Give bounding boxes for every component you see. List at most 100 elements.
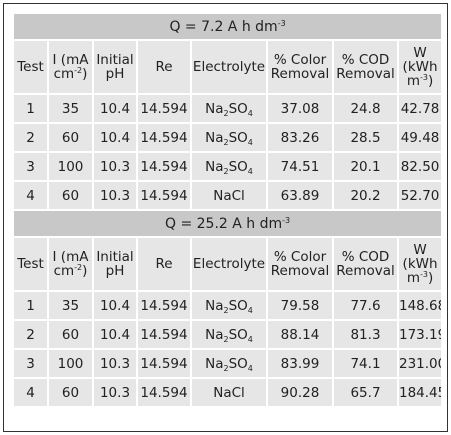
cell-current: 60 — [61, 187, 80, 204]
section-title: Q = 7.2 A h dm-3 — [14, 14, 442, 39]
cell-electrolyte-sub2: 4 — [247, 363, 253, 373]
cell-electrolyte-mid: SO — [228, 297, 248, 314]
cell-electrolyte: NaCl — [213, 384, 245, 401]
header-cell: W (kWh m-3) — [399, 41, 442, 93]
header-cod-removal: % COD Removal — [336, 249, 395, 279]
cell-electrolyte-mid: SO — [228, 355, 248, 372]
cell-current: 60 — [61, 129, 80, 146]
cell-w: 184.45 — [399, 384, 441, 401]
header-cell: % COD Removal — [334, 238, 397, 290]
table-cell: 20.1 — [334, 153, 397, 180]
header-cell: % COD Removal — [334, 41, 397, 93]
cell-color-removal: 83.99 — [280, 355, 320, 372]
header-w-close: ) — [427, 73, 434, 89]
cell-cod-removal: 20.2 — [350, 187, 381, 204]
table-cell: 14.594 — [138, 182, 190, 209]
cell-color-removal: 90.28 — [280, 384, 320, 401]
cell-initial-ph: 10.4 — [99, 129, 131, 146]
cell-electrolyte-sub1: 2 — [223, 363, 229, 373]
header-w: W (kWh m — [402, 242, 438, 286]
table-cell: 24.8 — [334, 95, 397, 122]
header-cell: Electrolyte — [192, 41, 266, 93]
cell-electrolyte-sub1: 2 — [223, 137, 229, 147]
cell-re: 14.594 — [140, 100, 188, 117]
cell-electrolyte-sub2: 4 — [247, 137, 253, 147]
cell-electrolyte-sub1: 2 — [223, 334, 229, 344]
cell-electrolyte-sub1: 2 — [223, 166, 229, 176]
header-test: Test — [17, 256, 44, 272]
cell-initial-ph: 10.4 — [99, 297, 131, 314]
table-cell: 14.594 — [138, 321, 190, 348]
table-cell: 90.28 — [268, 379, 332, 406]
cell-w: 52.70 — [400, 187, 440, 204]
table-cell: 4 — [14, 379, 47, 406]
cell-current: 100 — [57, 355, 84, 372]
table-cell: 100 — [49, 350, 92, 377]
table-cell: 35 — [49, 95, 92, 122]
cell-w: 82.50 — [400, 158, 440, 175]
table-cell: 14.594 — [138, 95, 190, 122]
table-cell: 82.50 — [399, 153, 442, 180]
cell-initial-ph: 10.3 — [99, 355, 131, 372]
cell-electrolyte-sub2: 4 — [247, 108, 253, 118]
table-cell: 10.3 — [94, 379, 136, 406]
cell-electrolyte-sub2: 4 — [247, 166, 253, 176]
cell-color-removal: 83.26 — [280, 129, 320, 146]
cell-initial-ph: 10.3 — [99, 158, 131, 175]
header-electrolyte: Electrolyte — [192, 59, 266, 75]
cell-w: 49.48 — [400, 129, 440, 146]
cell-electrolyte: Na — [205, 355, 224, 372]
table-cell: 231.00 — [399, 350, 442, 377]
section-title-row: Q = 25.2 A h dm-3 — [14, 211, 442, 236]
cell-test: 4 — [26, 384, 35, 401]
header-cell: Initial pH — [94, 238, 136, 290]
table-cell: Na2SO4 — [192, 321, 266, 348]
table-row: 1 35 10.4 14.594 Na2SO4 37.08 24.8 42.78 — [14, 95, 442, 122]
cell-test: 4 — [26, 187, 35, 204]
cell-re: 14.594 — [140, 384, 188, 401]
cell-cod-removal: 20.1 — [350, 158, 381, 175]
table-cell: 10.3 — [94, 350, 136, 377]
table-cell: 35 — [49, 292, 92, 319]
cell-w: 42.78 — [400, 100, 440, 117]
section-title: Q = 25.2 A h dm-3 — [14, 211, 442, 236]
header-cod-removal: % COD Removal — [336, 52, 395, 82]
cell-cod-removal: 24.8 — [350, 100, 381, 117]
cell-current: 100 — [57, 158, 84, 175]
cell-test: 3 — [26, 355, 35, 372]
header-cell: % Color Removal — [268, 41, 332, 93]
table-cell: 28.5 — [334, 124, 397, 151]
header-w-exponent: -3 — [420, 270, 428, 279]
table-cell: 37.08 — [268, 95, 332, 122]
table-cell: 77.6 — [334, 292, 397, 319]
header-cell: Re — [138, 41, 190, 93]
results-table: Q = 7.2 A h dm-3 Test I (mA cm-2) Initial p… — [12, 12, 443, 408]
header-cell: Test — [14, 41, 47, 93]
cell-electrolyte-mid: SO — [228, 158, 248, 175]
cell-color-removal: 74.51 — [280, 158, 320, 175]
cell-test: 1 — [26, 100, 35, 117]
table-cell: 49.48 — [399, 124, 442, 151]
cell-initial-ph: 10.3 — [99, 187, 131, 204]
table-row: 2 60 10.4 14.594 Na2SO4 83.26 28.5 49.48 — [14, 124, 442, 151]
header-w-close: ) — [427, 270, 434, 286]
cell-re: 14.594 — [140, 129, 188, 146]
table-cell: 100 — [49, 153, 92, 180]
table-row: 3 100 10.3 14.594 Na2SO4 74.51 20.1 82.50 — [14, 153, 442, 180]
cell-re: 14.594 — [140, 158, 188, 175]
table-cell: 2 — [14, 321, 47, 348]
table-cell: 20.2 — [334, 182, 397, 209]
header-cell: I (mA cm-2) — [49, 238, 92, 290]
table-cell: 74.51 — [268, 153, 332, 180]
table-cell: Na2SO4 — [192, 124, 266, 151]
header-initial-ph: Initial pH — [96, 249, 134, 279]
table-cell: 3 — [14, 350, 47, 377]
header-cell: I (mA cm-2) — [49, 41, 92, 93]
table-cell: 65.7 — [334, 379, 397, 406]
table-cell: 10.4 — [94, 321, 136, 348]
cell-electrolyte: NaCl — [213, 187, 245, 204]
header-current-close: ) — [82, 66, 88, 82]
table-cell: 60 — [49, 321, 92, 348]
header-current-exponent: -2 — [74, 263, 83, 272]
